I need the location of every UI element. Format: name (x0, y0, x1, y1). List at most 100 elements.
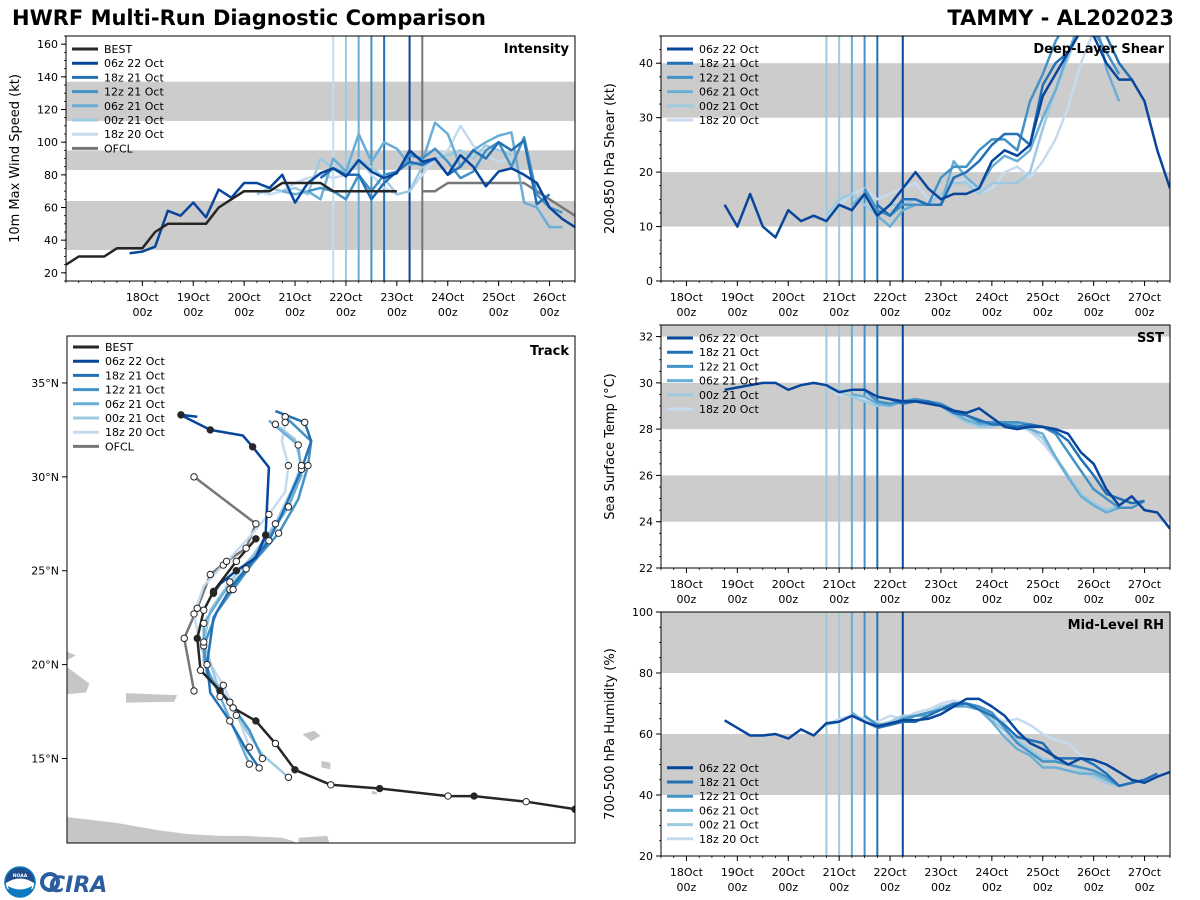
track-marker-best (232, 557, 241, 566)
land-barbados (371, 789, 379, 796)
intensity-legend-label-06z-22-oct: 06z 22 Oct (104, 57, 164, 70)
rh-xtick-sublabel: 00z (727, 881, 747, 894)
intensity-legend-label-18z-21-oct: 18z 21 Oct (104, 71, 164, 84)
sst-xtick-sublabel: 00z (1033, 593, 1053, 606)
cira-text: CIRA (49, 873, 107, 898)
intensity-ytick-label: 40 (44, 234, 58, 247)
track-marker-06z-22-oct (232, 567, 241, 575)
shear-legend-label-12z-21-oct: 12z 21 Oct (699, 71, 759, 84)
track-marker-06z-21-oct (242, 565, 250, 573)
sst-plot-area (661, 325, 1170, 568)
shear-ytick-label: 30 (639, 112, 653, 125)
intensity-xtick-label: 20Oct (228, 291, 262, 304)
land-cuba-edge (67, 651, 78, 662)
rh-xtick-sublabel: 00z (829, 881, 849, 894)
shear-band-1 (661, 63, 1170, 118)
intensity-xtick-sublabel: 00z (285, 306, 305, 319)
track-marker-best (375, 784, 384, 793)
shear-xtick-sublabel: 00z (778, 306, 798, 319)
sst-xtick-label: 19Oct (721, 578, 755, 591)
shear-ylabel: 200-850 hPa Shear (kt) (603, 83, 618, 234)
intensity-plot-area (66, 36, 575, 281)
intensity-xtick-label: 26Oct (533, 291, 567, 304)
track-marker-06z-22-oct (177, 411, 185, 419)
sst-panel: 22 24 26 28 30 32 18Oct 00z 19Oct 00z 20Oct 00z 21Oc… (603, 324, 1171, 606)
track-marker-ofcl (190, 687, 198, 695)
sst-ytick-label: 24 (639, 516, 653, 529)
sst-band-2 (661, 325, 1170, 337)
intensity-xtick-label: 24Oct (431, 291, 465, 304)
shear-xtick-sublabel: 00z (982, 306, 1002, 319)
shear-xtick-label: 26Oct (1077, 291, 1111, 304)
intensity-xtick-sublabel: 00z (183, 306, 203, 319)
intensity-band-0 (66, 200, 575, 250)
sst-xtick-label: 27Oct (1128, 578, 1162, 591)
track-marker-best (229, 704, 237, 712)
sst-legend-label-12z-21-oct: 12z 21 Oct (699, 360, 759, 373)
sst-ytick-label: 32 (639, 331, 653, 344)
shear-xtick-sublabel: 00z (880, 306, 900, 319)
intensity-xtick-label: 18Oct (126, 291, 160, 304)
rh-panel-label: Mid-Level RH (1068, 618, 1164, 633)
shear-xtick-sublabel: 00z (1033, 306, 1053, 319)
track-marker-00z-21-oct (271, 420, 280, 428)
track-marker-06z-22-oct (206, 426, 214, 434)
track-series-18z-21-oct (205, 409, 313, 769)
shear-panel-label: Deep-Layer Shear (1033, 42, 1164, 57)
sst-xtick-sublabel: 00z (880, 593, 900, 606)
track-legend-label-best: BEST (105, 341, 133, 354)
sst-band-0 (661, 475, 1170, 522)
track-lat-label: 20°N (31, 659, 59, 672)
intensity-ytick-label: 140 (37, 71, 58, 84)
rh-legend-label-00z-21-oct: 00z 21 Oct (699, 819, 759, 832)
track-marker-12z-21-oct (304, 461, 312, 470)
shear-xtick-label: 20Oct (772, 291, 806, 304)
shear-legend-label-06z-22-oct: 06z 22 Oct (699, 43, 759, 56)
sst-xtick-sublabel: 00z (829, 593, 849, 606)
rh-plot-area (661, 612, 1170, 856)
sst-ytick-label: 26 (639, 469, 653, 482)
sst-legend-label-06z-21-oct: 06z 21 Oct (699, 375, 759, 388)
intensity-ytick-label: 80 (44, 169, 58, 182)
track-legend-label-12z-21-oct: 12z 21 Oct (105, 384, 165, 397)
rh-legend-label-06z-22-oct: 06z 22 Oct (699, 762, 759, 775)
shear-series-06z-22-oct (723, 36, 1170, 239)
track-marker-06z-21-oct (200, 619, 208, 627)
intensity-ylabel: 10m Max Wind Speed (kt) (8, 74, 23, 243)
track-legend-label-18z-21-oct: 18z 21 Oct (105, 369, 165, 382)
track-marker-best (193, 634, 201, 643)
shear-xtick-sublabel: 00z (727, 306, 747, 319)
rh-ytick-label: 80 (639, 667, 653, 680)
land-hispaniola (67, 666, 91, 696)
rh-xtick-label: 21Oct (823, 866, 857, 879)
chart-title: HWRF Multi-Run Diagnostic Comparison (12, 6, 487, 30)
shear-legend-label-00z-21-oct: 00z 21 Oct (699, 100, 759, 113)
shear-series-12z-21-oct (863, 36, 1121, 217)
intensity-xtick-label: 23Oct (380, 291, 414, 304)
sst-xtick-label: 26Oct (1077, 578, 1111, 591)
track-lat-label: 35°N (31, 377, 59, 390)
intensity-legend-label-00z-21-oct: 00z 21 Oct (104, 114, 164, 127)
track-marker-ofcl (252, 520, 260, 528)
rh-xtick-sublabel: 00z (778, 881, 798, 894)
shear-xtick-sublabel: 00z (1084, 306, 1104, 319)
shear-xtick-sublabel: 00z (677, 306, 697, 319)
intensity-xtick-sublabel: 00z (438, 306, 458, 319)
rh-series-12z-21-oct (863, 702, 1145, 788)
shear-xtick-label: 25Oct (1026, 291, 1060, 304)
track-marker-06z-21-oct (245, 760, 254, 768)
rh-xtick-sublabel: 00z (1084, 881, 1104, 894)
track-marker-06z-22-oct (248, 443, 257, 451)
intensity-legend-label-ofcl: OFCL (104, 142, 134, 155)
rh-xtick-sublabel: 00z (880, 881, 900, 894)
intensity-xtick-label: 21Oct (279, 291, 313, 304)
sst-legend-label-18z-20-oct: 18z 20 Oct (699, 403, 759, 416)
track-marker-12z-21-oct (229, 585, 237, 594)
shear-legend-label-18z-21-oct: 18z 21 Oct (699, 57, 759, 70)
shear-legend-label-18z-20-oct: 18z 20 Oct (699, 114, 759, 127)
land-puerto-rico (125, 692, 179, 704)
track-legend-label-06z-21-oct: 06z 21 Oct (105, 398, 165, 411)
track-panel-label: Track (530, 344, 569, 359)
intensity-legend-label-06z-21-oct: 06z 21 Oct (104, 100, 164, 113)
track-marker-ofcl (206, 570, 214, 579)
